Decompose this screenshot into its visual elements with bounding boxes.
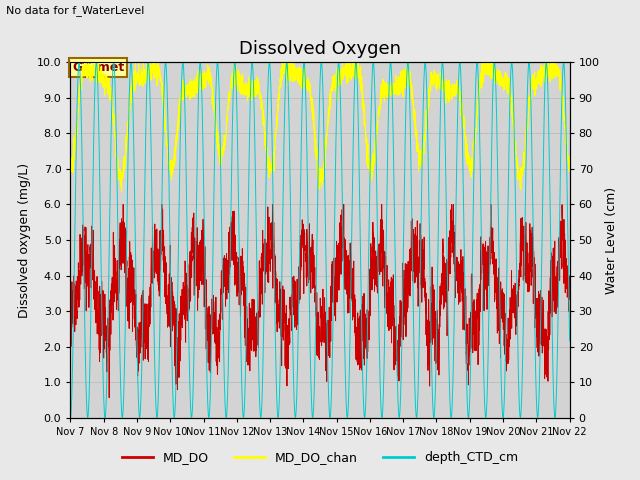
Title: Dissolved Oxygen: Dissolved Oxygen [239,40,401,58]
Text: GT_met: GT_met [72,61,124,74]
Y-axis label: Water Level (cm): Water Level (cm) [605,186,618,294]
Legend: MD_DO, MD_DO_chan, depth_CTD_cm: MD_DO, MD_DO_chan, depth_CTD_cm [116,446,524,469]
Text: No data for f_WaterLevel: No data for f_WaterLevel [6,5,145,16]
Y-axis label: Dissolved oxygen (mg/L): Dissolved oxygen (mg/L) [18,162,31,318]
